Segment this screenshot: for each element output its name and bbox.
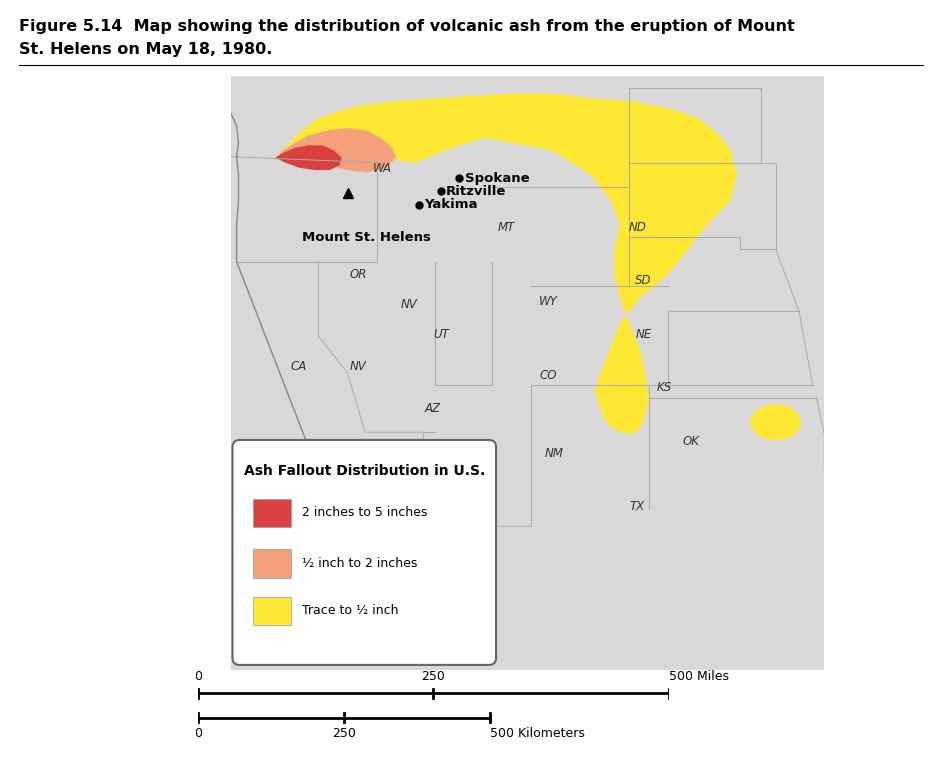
- Text: UT: UT: [433, 328, 449, 341]
- FancyBboxPatch shape: [233, 440, 496, 665]
- Text: 500 Miles: 500 Miles: [669, 670, 729, 683]
- Text: WY: WY: [539, 295, 558, 308]
- FancyBboxPatch shape: [252, 498, 291, 527]
- Text: Trace to ½ inch: Trace to ½ inch: [302, 604, 398, 617]
- Text: 250: 250: [421, 670, 446, 683]
- Text: ND: ND: [628, 221, 646, 234]
- Text: OR: OR: [349, 269, 367, 282]
- Text: St. Helens on May 18, 1980.: St. Helens on May 18, 1980.: [19, 42, 272, 57]
- Text: NM: NM: [544, 447, 563, 460]
- Text: 500 Kilometers: 500 Kilometers: [490, 727, 585, 740]
- Text: SD: SD: [635, 275, 652, 288]
- FancyBboxPatch shape: [252, 597, 291, 626]
- Text: NV: NV: [350, 361, 366, 374]
- Text: Mount St. Helens: Mount St. Helens: [302, 231, 430, 244]
- Text: NV: NV: [400, 298, 417, 311]
- Text: 2 inches to 5 inches: 2 inches to 5 inches: [302, 507, 428, 520]
- Text: 0: 0: [194, 727, 202, 740]
- Text: OK: OK: [682, 435, 699, 447]
- Text: TX: TX: [630, 500, 645, 513]
- Text: 0: 0: [194, 670, 202, 683]
- Polygon shape: [231, 76, 824, 670]
- Ellipse shape: [751, 405, 801, 440]
- Text: CA: CA: [291, 361, 307, 374]
- Polygon shape: [275, 94, 737, 435]
- Text: AZ: AZ: [425, 402, 441, 415]
- Text: 250: 250: [332, 727, 356, 740]
- Text: NE: NE: [635, 328, 651, 341]
- Text: ½ inch to 2 inches: ½ inch to 2 inches: [302, 557, 417, 570]
- Polygon shape: [275, 145, 342, 170]
- Text: CO: CO: [540, 369, 557, 382]
- Text: MT: MT: [498, 221, 515, 234]
- Text: KS: KS: [657, 381, 672, 394]
- Polygon shape: [275, 128, 397, 173]
- FancyBboxPatch shape: [252, 549, 291, 578]
- Text: Figure 5.14  Map showing the distribution of volcanic ash from the eruption of M: Figure 5.14 Map showing the distribution…: [19, 19, 795, 34]
- Text: Ritzville: Ritzville: [447, 185, 507, 198]
- Text: Ash Fallout Distribution in U.S.: Ash Fallout Distribution in U.S.: [244, 463, 485, 478]
- Text: Spokane: Spokane: [465, 172, 529, 185]
- Text: Yakima: Yakima: [424, 199, 478, 212]
- Text: WA: WA: [373, 161, 392, 174]
